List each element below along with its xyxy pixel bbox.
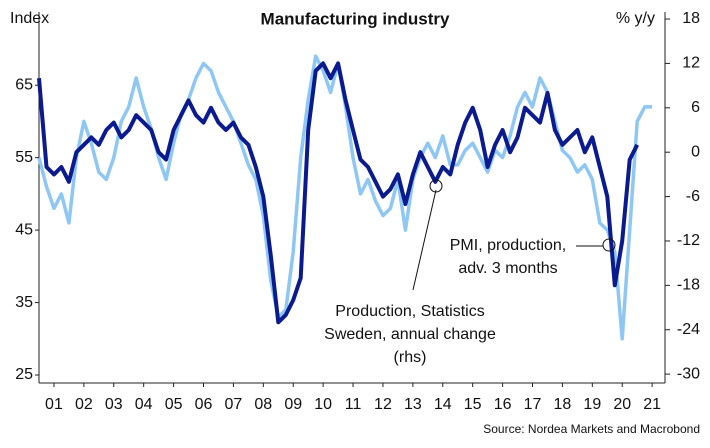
y-tick-label: 25 xyxy=(15,366,33,383)
annotation: Sweden, annual change xyxy=(324,326,496,343)
annotation: adv. 3 months xyxy=(458,260,557,277)
x-tick-label: 20 xyxy=(613,396,631,413)
y2-tick-label: 12 xyxy=(682,55,700,72)
annotation: Production, Statistics xyxy=(335,303,484,320)
x-tick-label: 16 xyxy=(494,396,512,413)
y-tick-label: 45 xyxy=(15,221,33,238)
x-tick-label: 04 xyxy=(135,396,153,413)
pointer-circle xyxy=(429,179,443,193)
y2-tick-label: 0 xyxy=(691,143,700,160)
pointer-circle xyxy=(602,238,616,252)
annotation-pointers xyxy=(412,179,616,291)
x-tick-label: 12 xyxy=(374,396,392,413)
y-axis-label: Index xyxy=(10,10,49,27)
y-tick-label: 65 xyxy=(15,76,33,93)
source: Source: Nordea Markets and Macrobond xyxy=(483,422,700,436)
y-tick-label: 35 xyxy=(15,294,33,311)
x-tick-label: 02 xyxy=(75,396,93,413)
chart-title: Manufacturing industry xyxy=(261,9,450,28)
y2-tick-label: -24 xyxy=(677,321,700,338)
y2-tick-label: 6 xyxy=(691,99,700,116)
y2-axis-label: % y/y xyxy=(616,10,655,27)
x-tick-label: 14 xyxy=(434,396,452,413)
y-tick-label: 55 xyxy=(15,149,33,166)
x-tick-label: 06 xyxy=(195,396,213,413)
x-tick-label: 07 xyxy=(225,396,243,413)
x-tick-label: 10 xyxy=(314,396,332,413)
y2-tick-label: -6 xyxy=(686,188,700,205)
pointer xyxy=(412,189,437,291)
x-tick-label: 18 xyxy=(554,396,572,413)
annotation: PMI, production, xyxy=(450,237,567,254)
x-tick-label: 09 xyxy=(284,396,302,413)
x-tick-label: 08 xyxy=(254,396,272,413)
x-tick-label: 13 xyxy=(404,396,422,413)
y2-tick-label: -12 xyxy=(677,232,700,249)
x-tick-label: 19 xyxy=(583,396,601,413)
x-tick-label: 01 xyxy=(45,396,63,413)
annotation: (rhs) xyxy=(394,349,427,366)
x-tick-label: 11 xyxy=(345,396,362,413)
y2-tick-label: -18 xyxy=(677,277,700,294)
x-tick-label: 05 xyxy=(165,396,183,413)
series-line xyxy=(37,61,639,325)
x-tick-label: 17 xyxy=(524,396,542,413)
y2-tick-label: 18 xyxy=(682,10,700,27)
x-tick-label: 21 xyxy=(643,396,661,413)
y2-tick-label: -30 xyxy=(677,365,700,382)
x-tick-label: 15 xyxy=(464,396,482,413)
x-tick-label: 03 xyxy=(105,396,123,413)
lines xyxy=(37,54,653,341)
